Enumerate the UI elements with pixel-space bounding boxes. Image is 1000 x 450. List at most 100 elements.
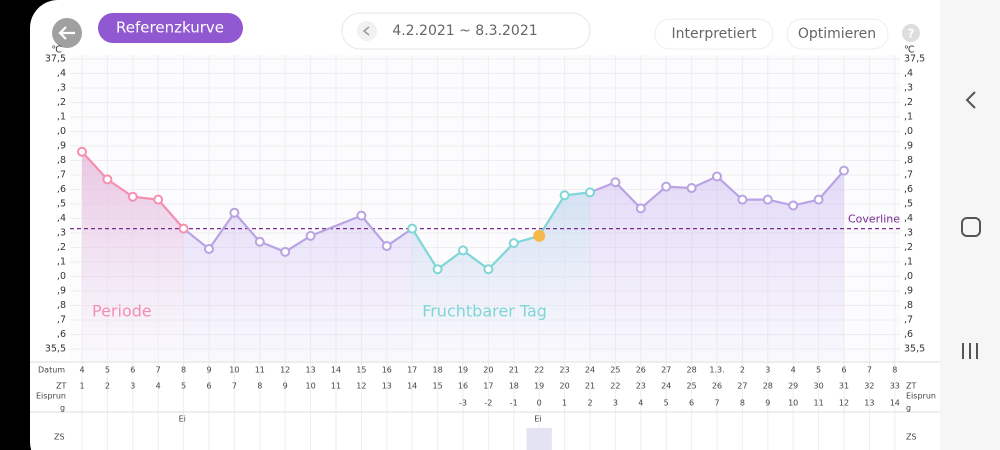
cycle-day: 15 (433, 382, 443, 391)
date-label: 8 (181, 366, 186, 375)
date-prev-icon (362, 26, 370, 36)
line-segment (614, 181, 642, 210)
line-segment (462, 249, 490, 271)
y-tick-label-right: ,3 (904, 228, 913, 239)
interpreted-button[interactable] (654, 18, 774, 50)
y-tick-label: ,1 (57, 257, 66, 268)
ovulation-day: 4 (638, 399, 643, 408)
date-label: 20 (483, 366, 493, 375)
point (635, 203, 646, 214)
point (585, 187, 595, 198)
point (458, 245, 468, 256)
cycle-day: 32 (864, 382, 874, 391)
date-label: 9 (206, 366, 211, 375)
cycle-day: 13 (382, 382, 392, 391)
ovulation-day: 10 (788, 399, 798, 408)
cycle-day: 4 (156, 382, 161, 391)
point (153, 194, 164, 205)
unit-right: ℃ (904, 45, 915, 56)
cycle-day: 14 (407, 382, 417, 391)
ovulation-day: 0 (537, 399, 542, 408)
y-tick-label-right: ,0 (904, 271, 913, 282)
date-label: 4 (791, 366, 796, 375)
y-tick-label: ,0 (57, 271, 66, 282)
point (407, 223, 418, 234)
reference-button[interactable] (98, 13, 243, 43)
optimize-button[interactable] (786, 18, 889, 50)
unit: ℃ (51, 45, 62, 56)
y-tick-label: ,7 (57, 170, 66, 181)
cycle-day: 24 (661, 382, 671, 391)
cycle-day: 17 (483, 382, 493, 391)
y-tick-label-right: ,7 (904, 170, 913, 181)
y-tick-label-right: ,6 (904, 184, 913, 195)
point (229, 207, 240, 218)
point (77, 146, 87, 157)
date-label: 2 (740, 366, 745, 375)
point (610, 177, 621, 188)
phase-label: Fruchtbarer Tag (422, 302, 547, 321)
ovulation-day: 5 (664, 399, 669, 408)
date-label: 15 (356, 366, 366, 375)
date-label: 23 (560, 366, 570, 375)
y-tick-label-right: ,3 (904, 83, 913, 94)
point (127, 191, 138, 202)
y-tick-label-right: 35,5 (904, 344, 925, 355)
line-segment (538, 194, 566, 237)
point (356, 210, 367, 221)
y-tick-label: ,5 (57, 199, 66, 210)
y-tick-label: ,4 (57, 213, 66, 224)
date-label: 26 (636, 366, 646, 375)
y-tick-label: ,7 (57, 315, 66, 326)
point (737, 194, 748, 205)
point (533, 229, 546, 242)
cycle-day: 6 (206, 382, 211, 391)
y-tick-label-right: ,4 (904, 213, 913, 224)
y-tick-label: ,9 (57, 141, 66, 152)
date-label: 28 (687, 366, 697, 375)
point (508, 238, 519, 249)
y-tick-label: ,6 (57, 329, 66, 340)
cycle-day: 19 (534, 382, 544, 391)
date-label: 17 (407, 366, 417, 375)
cycle-day: 28 (763, 382, 773, 391)
line-segment (817, 169, 845, 201)
ovulation-day: 14 (890, 399, 900, 408)
date-label: 24 (585, 366, 595, 375)
date-label: 21 (509, 366, 519, 375)
y-tick-label-right: ,6 (904, 329, 913, 340)
phase-label: Periode (92, 302, 152, 321)
ovulation-day: 8 (740, 399, 745, 408)
date-label: 6 (841, 366, 846, 375)
y-tick-label: ,0 (57, 126, 66, 137)
date-range-box[interactable] (341, 12, 591, 50)
nav-home[interactable] (961, 217, 981, 237)
ovulation-day: -1 (510, 399, 518, 408)
row-label-right: Eisprun (906, 392, 936, 401)
date-label: 7 (156, 366, 161, 375)
help-button[interactable] (902, 24, 920, 42)
cycle-day: 11 (331, 382, 341, 391)
y-tick-label: ,2 (57, 97, 66, 108)
nav-recent[interactable] (962, 343, 978, 359)
ovulation-day: 1 (562, 399, 567, 408)
ovulation-day: 9 (765, 399, 770, 408)
point (102, 174, 113, 185)
line-segment (436, 249, 464, 271)
date-label: 12 (280, 366, 290, 375)
back-arrow (58, 26, 75, 40)
cycle-day: 27 (737, 382, 747, 391)
nav-back[interactable] (965, 91, 976, 109)
cycle-day: 23 (636, 382, 646, 391)
row-label: ZT (56, 382, 66, 391)
line-segment (208, 212, 236, 250)
row-label-right: g (906, 404, 911, 413)
date-label: 1.3. (709, 366, 724, 375)
y-tick-label: ,9 (57, 286, 66, 297)
line-segment (487, 242, 515, 271)
date-label: 14 (331, 366, 341, 375)
date-prev[interactable] (357, 21, 377, 41)
ovulation-day: 2 (587, 399, 592, 408)
date-label: 18 (433, 366, 443, 375)
